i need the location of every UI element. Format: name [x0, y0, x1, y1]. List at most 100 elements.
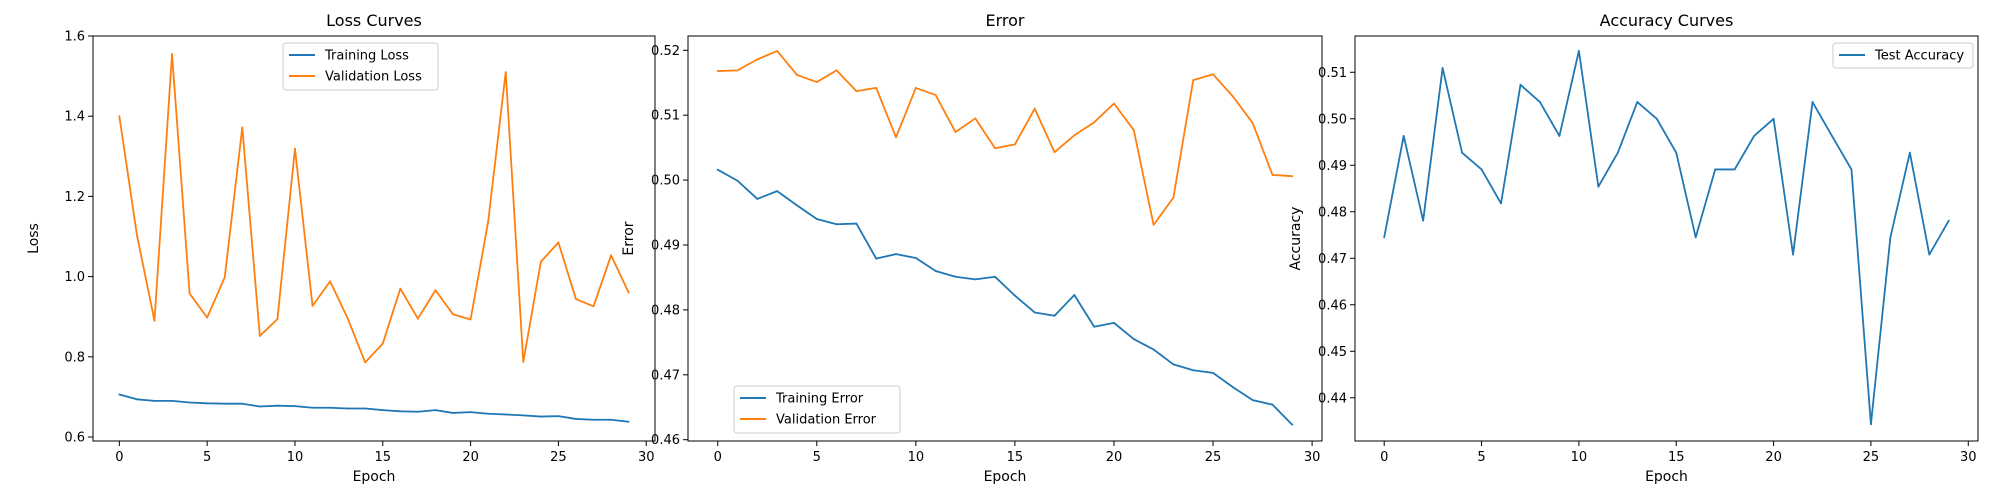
data-point-1-1-4 [796, 74, 798, 76]
data-point-1-0-15 [1014, 294, 1016, 297]
y-tick-label-0-0: 0.6 [64, 430, 85, 445]
data-point-1-1-3 [776, 50, 779, 52]
x-tick-label-0-1: 5 [203, 450, 211, 465]
data-point-1-1-1 [736, 69, 739, 72]
data-point-0-0-9 [276, 404, 279, 407]
data-point-2-0-10 [1577, 49, 1580, 52]
legend-label-0-0: Training Loss [324, 49, 409, 64]
data-point-1-0-10 [914, 257, 917, 259]
data-point-0-1-19 [452, 313, 454, 316]
data-point-1-1-16 [1033, 107, 1036, 110]
data-point-1-0-12 [954, 275, 957, 278]
data-point-1-1-2 [756, 58, 759, 61]
data-point-2-0-28 [1928, 253, 1931, 256]
data-point-0-0-7 [241, 402, 244, 405]
y-tick-label-2-2: 0.46 [1318, 298, 1347, 313]
legend-label-2-0: Test Accuracy [1874, 49, 1964, 64]
y-tick-label-2-0: 0.44 [1318, 391, 1347, 406]
data-point-0-1-6 [223, 276, 226, 279]
data-point-0-0-6 [223, 402, 226, 405]
data-point-1-0-8 [875, 257, 878, 260]
data-point-0-0-18 [434, 409, 437, 412]
data-point-1-0-14 [994, 275, 996, 278]
data-point-2-0-8 [1539, 101, 1541, 103]
data-point-0-0-22 [504, 413, 507, 416]
y-tick-label-2-7: 0.51 [1318, 66, 1347, 81]
chart-title-1: Error [986, 11, 1025, 30]
data-point-0-1-15 [381, 342, 384, 345]
data-point-1-1-18 [1073, 134, 1076, 137]
data-point-0-1-24 [539, 260, 542, 263]
data-point-0-0-26 [575, 418, 577, 420]
x-tick-label-2-4: 20 [1765, 450, 1782, 465]
data-point-0-0-12 [329, 406, 331, 409]
data-point-1-1-29 [1291, 175, 1294, 178]
data-point-1-0-26 [1231, 386, 1234, 389]
data-point-1-1-26 [1231, 95, 1234, 98]
data-point-1-0-28 [1271, 403, 1274, 406]
data-point-0-0-4 [188, 401, 191, 404]
legend-label-1-1: Validation Error [776, 413, 877, 428]
data-point-0-1-9 [276, 318, 279, 320]
data-point-0-0-29 [627, 420, 630, 423]
data-point-0-1-17 [417, 317, 419, 320]
legend-1: Training Error Validation Error [733, 385, 901, 434]
data-point-2-0-1 [1402, 135, 1405, 137]
x-tick-label-2-2: 10 [1571, 450, 1588, 465]
data-point-1-1-5 [815, 81, 818, 83]
x-tick-label-0-0: 0 [115, 450, 123, 465]
data-point-1-0-16 [1033, 311, 1036, 314]
data-point-0-1-13 [346, 317, 349, 320]
data-point-1-1-17 [1053, 151, 1056, 154]
plot-frame-2 [1354, 35, 1979, 442]
series-line-1-0 [717, 168, 1293, 426]
chart-panel-0: Loss Curves 0 5 10 15 20 25 30 0.6 0.8 1.0 1.2 1.4 1.… [26, 11, 656, 485]
data-point-0-1-28 [610, 254, 612, 257]
data-point-1-0-9 [895, 253, 897, 255]
x-tick-label-1-0: 0 [714, 450, 722, 465]
data-point-0-1-29 [627, 291, 630, 294]
data-point-0-0-2 [153, 400, 156, 402]
data-point-0-1-27 [592, 305, 595, 308]
data-point-2-0-29 [1947, 219, 1950, 222]
x-tick-label-2-3: 15 [1668, 450, 1685, 465]
data-point-1-1-21 [1132, 129, 1135, 132]
data-point-1-1-7 [855, 90, 858, 93]
data-point-0-0-19 [452, 412, 454, 414]
data-point-0-1-14 [364, 361, 367, 364]
data-point-2-0-5 [1480, 168, 1483, 171]
data-point-0-1-11 [311, 304, 314, 307]
data-point-0-0-13 [346, 407, 349, 410]
legend-0: Training Loss Validation Loss [282, 42, 439, 91]
x-tick-label-1-5: 25 [1205, 450, 1222, 465]
data-point-2-0-6 [1500, 202, 1502, 205]
data-point-2-0-3 [1441, 67, 1444, 69]
x-tick-label-2-6: 30 [1960, 450, 1977, 465]
data-point-1-0-20 [1113, 321, 1115, 324]
data-point-2-0-19 [1753, 135, 1756, 137]
data-point-0-0-8 [258, 405, 261, 408]
y-tick-label-1-4: 0.50 [651, 174, 680, 189]
x-tick-label-1-3: 15 [1007, 450, 1024, 465]
data-point-1-0-29 [1291, 423, 1294, 426]
data-point-1-0-4 [796, 204, 798, 207]
x-tick-label-2-0: 0 [1380, 450, 1388, 465]
data-point-0-1-2 [153, 319, 156, 322]
plot-area-1 [688, 36, 1322, 441]
x-tick-label-2-1: 5 [1477, 450, 1485, 465]
data-point-0-0-24 [539, 415, 542, 418]
data-point-1-1-27 [1251, 122, 1254, 124]
data-point-2-0-0 [1383, 236, 1386, 239]
data-point-0-0-17 [417, 410, 419, 413]
data-point-1-0-0 [716, 168, 719, 171]
data-point-1-0-25 [1212, 371, 1214, 374]
data-point-2-0-14 [1655, 117, 1658, 120]
data-point-2-0-12 [1616, 151, 1619, 154]
data-point-2-0-25 [1870, 423, 1872, 426]
x-tick-label-0-2: 10 [287, 450, 304, 465]
data-point-0-0-15 [381, 409, 384, 412]
y-axis-label-1: Error [621, 221, 637, 255]
data-point-1-0-21 [1132, 338, 1135, 340]
data-point-2-0-13 [1636, 101, 1639, 103]
data-point-1-1-14 [994, 147, 996, 150]
